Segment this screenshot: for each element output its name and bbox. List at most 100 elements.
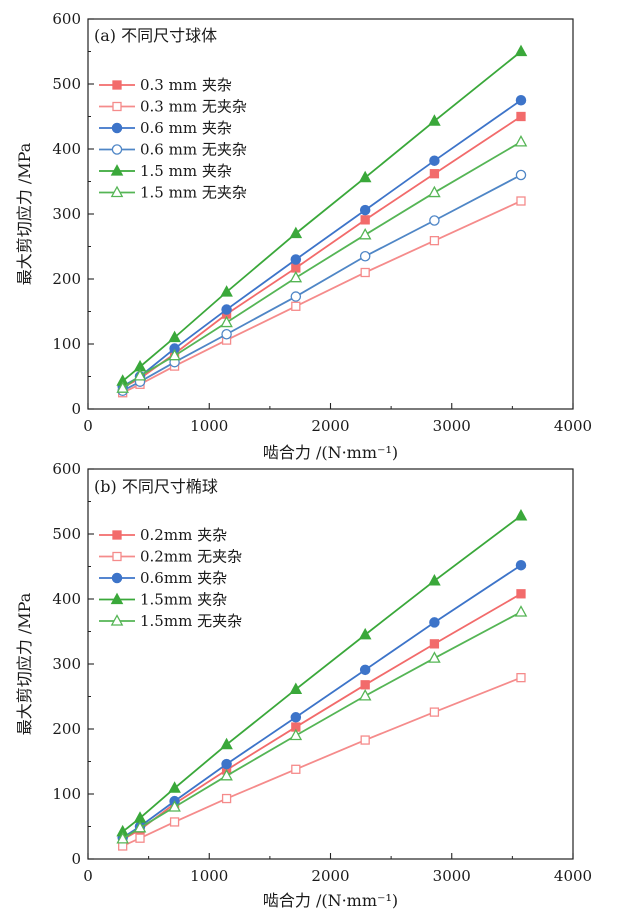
legend-label: 1.5 mm 无夹杂 [140,184,247,202]
legend-marker [110,614,124,626]
data-point [429,235,440,246]
data-point [360,680,370,690]
x-tick-label: 3000 [433,867,471,885]
series-line [122,676,522,847]
data-point [514,508,528,521]
series-5 [116,134,528,393]
data-point [116,831,129,844]
data-point [168,781,181,793]
y-axis-title: 最大剪切应力 /MPa [15,592,34,735]
data-point [358,227,372,240]
y-tick-label: 400 [52,140,81,158]
y-tick-label: 300 [52,655,81,673]
data-point [168,348,181,361]
data-point [429,639,440,649]
data-point [359,204,371,216]
data-point [289,682,303,694]
y-tick-label: 100 [52,785,81,803]
data-point [428,573,441,586]
legend-marker [112,551,122,562]
panel-title: (b) 不同尺寸椭球 [94,477,218,496]
data-point [514,44,528,57]
data-point [290,254,302,265]
data-point [168,330,181,343]
data-point [359,664,371,676]
y-tick-label: 0 [71,400,81,418]
data-point [291,764,301,774]
data-point [289,728,303,741]
series-line [122,50,522,382]
legend-marker [110,185,124,198]
y-tick-label: 100 [52,335,81,353]
legend-marker [112,80,122,90]
data-point [358,627,372,640]
data-point [220,768,233,781]
data-point [360,735,370,745]
y-tick-label: 400 [52,590,81,608]
x-axis-title: 啮合力 /(N·mm⁻¹) [263,443,398,462]
y-tick-label: 200 [52,270,81,288]
y-tick-label: 600 [52,460,81,478]
data-point [133,820,147,833]
data-point [515,95,527,106]
x-tick-label: 0 [83,867,93,885]
data-point [429,169,440,179]
x-tick-label: 1000 [190,417,228,435]
data-point [220,737,233,750]
legend: 0.2mm 夹杂 0.2mm 无夹杂 0.6mm 夹杂 1.5mm 夹杂 1.5mm 无… [99,526,242,630]
series-line [122,200,522,394]
legend-label: 1.5 mm 夹杂 [140,162,232,180]
data-point [289,226,303,239]
series-4 [116,605,528,844]
data-point [516,589,526,599]
data-point [516,196,526,206]
data-point [514,134,528,147]
legend-label: 0.6 mm 夹杂 [140,119,232,137]
series-1 [118,196,526,398]
y-axis-title: 最大剪切应力 /MPa [15,142,34,285]
y-tick-label: 300 [52,205,81,223]
data-point [516,111,526,122]
data-point [429,707,440,717]
legend-marker [111,572,123,584]
data-point [358,688,372,701]
data-point [428,114,441,126]
legend-marker [112,101,122,112]
series-line [122,611,522,840]
series-3 [117,169,527,397]
legend-label: 0.2mm 无夹杂 [140,548,242,566]
y-tick-label: 500 [52,525,81,543]
x-axis-title: 啮合力 /(N·mm⁻¹) [263,891,398,910]
y-tick-label: 0 [71,850,81,868]
series-line [122,515,522,833]
data-point [289,270,303,283]
panel-title: (a) 不同尺寸球体 [94,26,217,45]
data-point [133,368,147,381]
data-point [169,817,180,827]
x-tick-label: 2000 [311,417,349,435]
series-line [122,141,522,389]
data-point [291,301,301,311]
legend-marker [110,164,124,176]
panel-b: 0 1000 2000 3000 4000 0 100 200 300 400 500 600 啮合力 … [15,460,592,910]
data-point [514,605,528,617]
legend-label: 1.5mm 无夹杂 [140,612,242,630]
series-line [122,174,522,392]
data-point [360,267,370,278]
data-point [291,263,301,273]
data-point [429,617,440,628]
data-point [360,215,370,225]
series-1 [118,673,526,851]
x-tick-label: 0 [83,417,93,435]
legend-marker [110,592,124,605]
data-point [221,304,232,315]
legend-label: 0.3 mm 无夹杂 [140,98,247,116]
x-tick-label: 3000 [433,417,471,435]
data-point [428,185,441,198]
data-point [429,215,440,226]
series-4 [116,44,528,386]
series-line [122,593,522,841]
data-point [428,651,441,663]
data-point [516,673,526,683]
